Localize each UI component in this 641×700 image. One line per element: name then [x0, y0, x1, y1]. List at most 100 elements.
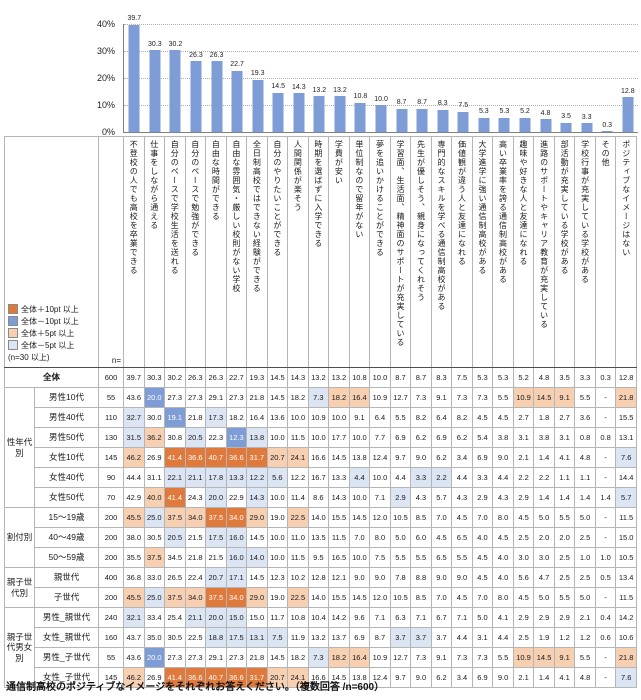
- legend-swatch: [8, 328, 18, 338]
- n-value: 200: [98, 547, 124, 568]
- value-cell: 45.5: [123, 587, 145, 608]
- value-cell: -: [594, 587, 617, 608]
- value-cell: -: [594, 447, 617, 468]
- value-cell: 7.3: [451, 647, 473, 668]
- category-label: 自由な雰囲気・厳しい校則がない学校: [231, 140, 241, 293]
- value-cell: 14.5: [533, 387, 555, 408]
- value-cell: 12.0: [369, 587, 391, 608]
- value-cell: 13.1: [615, 427, 637, 448]
- gridline: [124, 78, 638, 79]
- value-cell: 13.2: [307, 627, 330, 648]
- bar-value-label: 10.8: [353, 93, 368, 101]
- table-row: 男性50代 130 31.5 36.2 30.8 20.5 22.3 12.3 13.8 10.0…: [5, 427, 637, 448]
- value-cell: 17.1: [225, 567, 248, 588]
- category-header: 進路のサポートやキャリア教育が充実している: [533, 136, 555, 368]
- value-cell: 14.5: [246, 567, 268, 588]
- value-cell: 18.2: [328, 387, 350, 408]
- bar: [211, 61, 223, 132]
- legend-swatch: [8, 316, 18, 326]
- n-value: 90: [98, 467, 124, 488]
- value-cell: 20.0: [205, 607, 227, 628]
- legend: 全体＋10pt 以上 全体－10pt 以上 全体＋5pt 以上 全体－5pt 以上 (n…: [8, 304, 79, 363]
- value-cell: 10.2: [287, 567, 309, 588]
- value-cell: 8.3: [430, 367, 453, 388]
- category-label: その他: [601, 140, 611, 167]
- category-label: 人間関係が楽そう: [293, 140, 303, 212]
- value-cell: 4.8: [574, 447, 596, 468]
- value-cell: 34.5: [164, 547, 186, 568]
- value-cell: 35.0: [143, 627, 166, 648]
- category-header: 学費が安い: [328, 136, 350, 368]
- value-cell: 46.2: [123, 447, 145, 468]
- category-label: 学校行事が充実している学校がある: [580, 140, 590, 284]
- bar-value-label: 14.5: [271, 83, 286, 91]
- bar-slot: 8.7: [391, 24, 412, 132]
- category-label: 趣味や好きな人と友達になれる: [519, 140, 529, 266]
- value-cell: 8.8: [410, 567, 432, 588]
- value-cell: 13.5: [307, 527, 330, 548]
- table-row: 性年代別 男性10代 55 43.6 20.0 27.3 27.3 29.1 27.3 21.8 1…: [4, 387, 637, 508]
- row-label: 全体: [4, 367, 99, 388]
- bar: [457, 111, 469, 132]
- bar-value-label: 3.3: [581, 113, 592, 121]
- value-cell: 14.2: [615, 607, 637, 628]
- value-cell: 37.5: [164, 507, 186, 528]
- value-cell: 2.5: [553, 547, 576, 568]
- value-cell: 19.3: [246, 367, 268, 388]
- row-label: 50～59歳: [34, 547, 99, 568]
- n-value: 145: [98, 447, 124, 468]
- bar-slot: 30.2: [165, 24, 186, 132]
- value-cell: 3.8: [492, 427, 514, 448]
- value-cell: 9.0: [492, 447, 514, 468]
- value-cell: 2.1: [512, 667, 535, 688]
- value-cell: 20.0: [205, 487, 227, 508]
- category-label: 学習面、生活面、精神面のサポートが充実している: [395, 140, 405, 347]
- value-cell: 21.5: [205, 547, 227, 568]
- value-cell: 6.9: [348, 627, 371, 648]
- n-column-header: n=: [98, 136, 124, 368]
- value-cell: 3.6: [574, 407, 596, 428]
- value-cell: -: [594, 647, 617, 668]
- value-cell: 14.5: [266, 367, 289, 388]
- value-cell: 13.3: [225, 467, 248, 488]
- value-cell: 11.4: [287, 487, 309, 508]
- value-cell: 37.5: [143, 547, 166, 568]
- row-label: 男性10代: [34, 387, 99, 408]
- value-cell: 36.6: [184, 447, 207, 468]
- value-cell: 3.3: [574, 367, 596, 388]
- value-cell: 6.9: [430, 427, 453, 448]
- value-cell: 8.7: [389, 367, 412, 388]
- category-header: 全日制高校ではできない経験ができる: [246, 136, 268, 368]
- value-cell: 16.5: [328, 547, 350, 568]
- value-cell: 10.0: [328, 407, 350, 428]
- legend-label: 全体－10pt 以上: [21, 316, 79, 326]
- value-cell: 6.5: [451, 527, 473, 548]
- bar: [272, 92, 284, 132]
- value-cell: 3.4: [451, 667, 473, 688]
- value-cell: 13.3: [328, 467, 350, 488]
- value-cell: 2.2: [512, 467, 535, 488]
- category-header: 自由な雰囲気・厳しい校則がない学校: [225, 136, 248, 368]
- value-cell: 5.4: [471, 427, 494, 448]
- y-axis-tick-label: 30%: [96, 45, 115, 56]
- value-cell: 34.0: [225, 507, 248, 528]
- n-value: 55: [98, 647, 124, 668]
- value-cell: 26.9: [143, 447, 166, 468]
- value-cell: 1.1: [574, 467, 596, 488]
- value-cell: 7.8: [389, 567, 412, 588]
- value-cell: 10.9: [369, 647, 391, 668]
- category-header: 夢を追いかけることができる: [369, 136, 391, 368]
- value-cell: 27.3: [184, 647, 207, 668]
- bar: [149, 50, 161, 132]
- value-cell: 10.0: [266, 547, 289, 568]
- value-cell: 3.3: [410, 467, 432, 488]
- bar-slot: 5.2: [515, 24, 536, 132]
- value-cell: 14.5: [533, 647, 555, 668]
- value-cell: 31.5: [123, 427, 145, 448]
- value-cell: 29.0: [246, 507, 268, 528]
- category-header: 時期を選ばずに入学できる: [307, 136, 330, 368]
- gridline: [124, 24, 638, 25]
- table-row: 子世代 200 45.5 25.0 37.5 34.0 37.5 34.0 29.0 19.0 22…: [5, 587, 637, 608]
- value-cell: 30.2: [164, 367, 186, 388]
- category-label: 自分のペースで学校生活を送れる: [170, 140, 180, 275]
